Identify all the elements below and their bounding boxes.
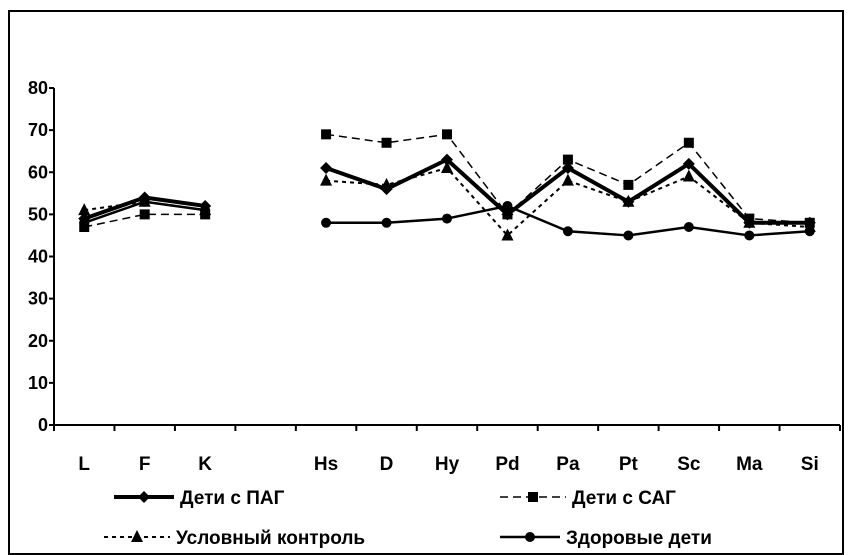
square-marker [381, 137, 392, 148]
series-1 [78, 153, 816, 229]
y-tick-label: 30 [28, 289, 48, 309]
legend-item: Дети с САГ [500, 488, 676, 509]
x-tick-label: L [78, 454, 90, 475]
x-tick-label: Hy [435, 454, 460, 475]
legend-label: Условный контроль [176, 528, 365, 549]
circle-marker [525, 532, 535, 542]
y-tick-label: 80 [28, 78, 48, 98]
chart-axes [49, 87, 841, 431]
x-tick-label: Ma [736, 454, 763, 475]
x-tick-label: Hs [314, 454, 338, 475]
diamond-marker [501, 208, 514, 221]
square-marker [321, 129, 332, 140]
y-tick-label: 20 [28, 331, 48, 351]
diamond-marker [138, 491, 150, 503]
square-marker [139, 209, 150, 220]
y-tick-label: 0 [38, 415, 48, 435]
triangle-marker [131, 530, 143, 542]
y-tick-label: 50 [28, 204, 48, 224]
diamond-marker [380, 183, 393, 196]
circle-marker [562, 226, 573, 237]
triangle-marker [561, 173, 574, 186]
legend-item: Дети с ПАГ [114, 488, 285, 509]
legend-label: Дети с ПАГ [180, 488, 285, 509]
diamond-marker [561, 162, 574, 175]
y-tick-labels: 0 10 20 30 40 50 60 70 80 [28, 78, 48, 435]
circle-marker [683, 222, 694, 233]
diamond-marker [78, 212, 91, 225]
triangle-marker [78, 203, 91, 216]
circle-marker [442, 213, 452, 224]
y-tick-label: 10 [28, 373, 48, 393]
triangle-marker [441, 161, 453, 174]
legend-item: Условный контроль [104, 528, 365, 549]
square-marker [79, 222, 90, 233]
circle-marker [502, 200, 513, 211]
x-tick-label: Si [801, 454, 819, 475]
y-tick-label: 40 [28, 247, 48, 267]
circle-marker [381, 217, 392, 228]
circle-marker [744, 230, 755, 241]
legend-item: Здоровые дети [500, 528, 712, 549]
x-tick-label: D [380, 454, 394, 475]
diamond-marker [199, 199, 212, 212]
circle-marker [623, 230, 634, 241]
x-tick-labels: L F K Hs D Hy Pd Pa Pt Sc Ma Si [78, 454, 818, 475]
legend: Дети с ПАГ Дети с САГ Условный контроль Здо… [104, 488, 712, 549]
x-tick-label: F [139, 454, 151, 475]
diamond-marker [743, 216, 756, 229]
series-line [84, 213, 206, 228]
x-tick-label: Pa [556, 454, 580, 475]
diamond-marker [803, 216, 816, 229]
square-marker [442, 129, 452, 140]
x-tick-label: Sc [677, 454, 701, 475]
square-marker [623, 179, 634, 190]
diamond-marker [138, 191, 151, 204]
square-marker [683, 137, 694, 148]
y-tick-label: 70 [28, 120, 48, 140]
triangle-marker [501, 228, 514, 241]
diamond-marker [441, 153, 453, 166]
diamond-marker [622, 195, 635, 208]
legend-label: Дети с САГ [572, 488, 676, 509]
plot-series [78, 129, 816, 241]
square-marker [562, 154, 573, 165]
x-tick-label: K [198, 454, 212, 475]
triangle-marker [320, 173, 333, 186]
y-tick-label: 60 [28, 162, 48, 182]
x-tick-label: Pt [619, 454, 639, 475]
triangle-marker [682, 169, 695, 182]
circle-marker [321, 217, 332, 228]
x-tick-label: Pd [495, 454, 519, 475]
diamond-marker [682, 157, 695, 170]
legend-label: Здоровые дети [566, 528, 712, 549]
square-marker [528, 492, 538, 502]
diamond-marker [320, 162, 333, 175]
